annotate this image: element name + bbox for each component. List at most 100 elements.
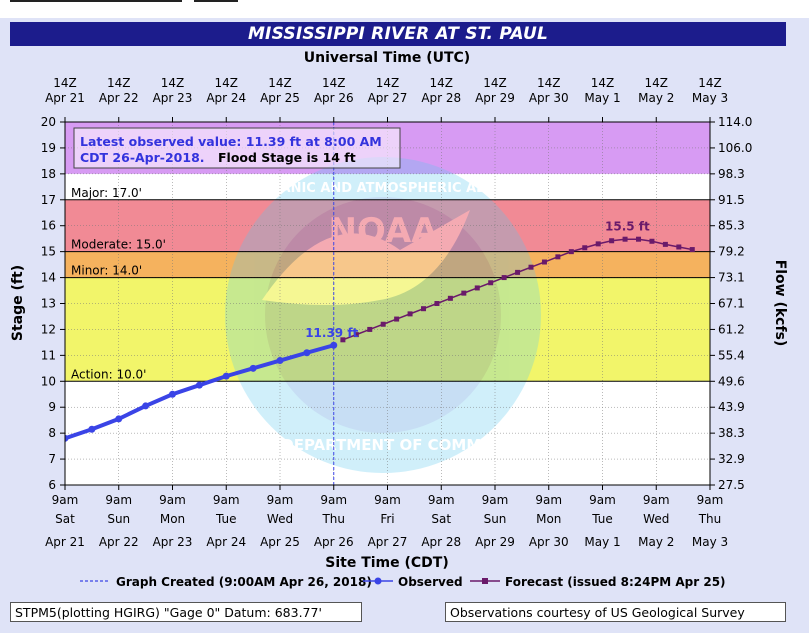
local-tick-time: 9am	[213, 493, 240, 507]
local-tick-date: May 1	[584, 535, 620, 549]
local-tick-date: May 3	[692, 535, 728, 549]
callout-line1: Latest observed value: 11.39 ft at 8:00 …	[80, 134, 382, 149]
flow-tick-label: 55.4	[718, 348, 745, 362]
local-tick-day: Wed	[643, 512, 669, 526]
watermark-ring-bottom: U.S. DEPARTMENT OF COMMERCE	[242, 436, 525, 454]
forecast-point	[434, 301, 440, 306]
forecast-point	[689, 247, 695, 253]
flow-tick-label: 67.1	[718, 297, 745, 311]
observed-point	[303, 349, 311, 357]
forecast-point	[461, 290, 467, 296]
forecast-point	[394, 316, 400, 322]
local-tick-day: Mon	[160, 512, 185, 526]
latest-value-callout: Latest observed value: 11.39 ft at 8:00 …	[73, 127, 401, 169]
forecast-point	[541, 259, 547, 265]
noaa-seal-inner	[265, 197, 501, 433]
local-tick-time: 9am	[697, 493, 724, 507]
local-tick-day: Thu	[321, 512, 345, 526]
legend-observed-label: Observed	[398, 575, 463, 589]
observed-point	[169, 390, 176, 398]
threshold-label-action: Action: 10.0'	[71, 367, 146, 381]
flow-tick-label: 49.6	[718, 374, 745, 388]
utc-tick-date: Apr 22	[99, 91, 139, 105]
utc-tick-time: 14Z	[53, 76, 77, 90]
stage-tick-label: 7	[48, 452, 56, 466]
stage-tick-label: 6	[48, 478, 56, 492]
utc-tick-time: 14Z	[430, 76, 454, 90]
local-tick-date: Apr 22	[99, 535, 139, 549]
utc-tick-time: 14Z	[537, 76, 561, 90]
forecast-point	[609, 238, 615, 244]
local-tick-day: Tue	[591, 512, 613, 526]
threshold-label-moderate: Moderate: 15.0'	[71, 238, 166, 252]
stage-tick-label: 16	[41, 219, 56, 233]
watermark-ring-top: NATIONAL OCEANIC AND ATMOSPHERIC ADMINIS…	[173, 181, 594, 196]
local-tick-date: May 2	[638, 535, 674, 549]
utc-tick-time: 14Z	[215, 76, 239, 90]
threshold-label-minor: Minor: 14.0'	[71, 264, 142, 278]
stage-tick-label: 11	[41, 348, 56, 362]
forecast-point	[622, 236, 628, 242]
utc-tick-date: Apr 24	[206, 91, 246, 105]
noaa-bird-shape	[262, 210, 470, 305]
local-tick-time: 9am	[428, 493, 455, 507]
forecast-point	[582, 245, 588, 251]
utc-tick-date: Apr 29	[475, 91, 515, 105]
forecast-point	[528, 264, 534, 270]
local-tick-day: Tue	[215, 512, 237, 526]
forecast-point	[649, 238, 655, 244]
tab-strip	[10, 0, 238, 4]
local-tick-date: Apr 29	[475, 535, 515, 549]
legend-created-label: Graph Created (9:00AM Apr 26, 2018)	[116, 575, 372, 589]
local-tick-date: Apr 28	[421, 535, 461, 549]
flow-tick-label: 91.5	[718, 193, 745, 207]
forecast-point	[662, 241, 668, 247]
utc-tick-date: May 3	[692, 91, 728, 105]
forecast-point	[380, 321, 386, 327]
observations-credit: Observations courtesy of US Geological S…	[445, 602, 786, 622]
stage-tick-label: 20	[41, 115, 56, 129]
browser-top-strip	[0, 0, 809, 18]
local-tick-date: Apr 27	[368, 535, 408, 549]
observed-point	[195, 381, 203, 389]
utc-tick-date: May 1	[584, 91, 620, 105]
local-tick-time: 9am	[267, 493, 294, 507]
legend-forecast-marker	[482, 578, 488, 584]
local-tick-day: Sun	[107, 512, 130, 526]
forecast-point	[676, 244, 682, 250]
flow-tick-label: 32.9	[718, 452, 745, 466]
observed-point	[330, 341, 338, 349]
utc-tick-time: 14Z	[483, 76, 507, 90]
local-tick-day: Sat	[55, 512, 75, 526]
threshold-label-major: Major: 17.0'	[71, 186, 142, 200]
flow-axis-label: Flow (kcfs)	[772, 260, 788, 347]
flow-tick-label: 79.2	[718, 245, 745, 259]
observed-point	[65, 434, 69, 442]
stage-tick-label: 9	[48, 400, 56, 414]
utc-tick-time: 14Z	[698, 76, 722, 90]
utc-tick-time: 14Z	[645, 76, 669, 90]
utc-tick-time: 14Z	[268, 76, 292, 90]
band-minor	[65, 251, 710, 278]
stage-tick-label: 19	[41, 141, 56, 155]
utc-tick-time: 14Z	[376, 76, 400, 90]
flow-tick-label: 38.3	[718, 426, 745, 440]
flow-tick-label: 61.2	[718, 322, 745, 336]
flow-tick-label: 114.0	[718, 115, 752, 129]
forecast-point	[367, 326, 373, 332]
callout-box	[73, 127, 401, 169]
series-layer: 11.39 ft 15.5 ft	[65, 122, 695, 485]
watermark-center: NOAA	[328, 211, 438, 251]
stage-tick-label: 13	[41, 297, 56, 311]
callout-line2b: Flood Stage is 14 ft	[218, 150, 356, 165]
gage-datum-info: STPM5(plotting HGIRG) "Gage 0" Datum: 68…	[10, 602, 362, 622]
flow-tick-label: 98.3	[718, 167, 745, 181]
data-label-forecast: 15.5 ft	[605, 220, 650, 234]
local-tick-date: Apr 26	[314, 535, 354, 549]
axis-ticks: 6 7 8 9 10 11 12 13 14 15 16 17 18 19 20 27.5 32.9 38.3 43…	[41, 76, 753, 549]
local-tick-day: Sun	[484, 512, 507, 526]
utc-tick-time: 14Z	[161, 76, 185, 90]
local-tick-time: 9am	[535, 493, 562, 507]
flow-tick-label: 73.1	[718, 271, 745, 285]
local-tick-time: 9am	[482, 493, 509, 507]
